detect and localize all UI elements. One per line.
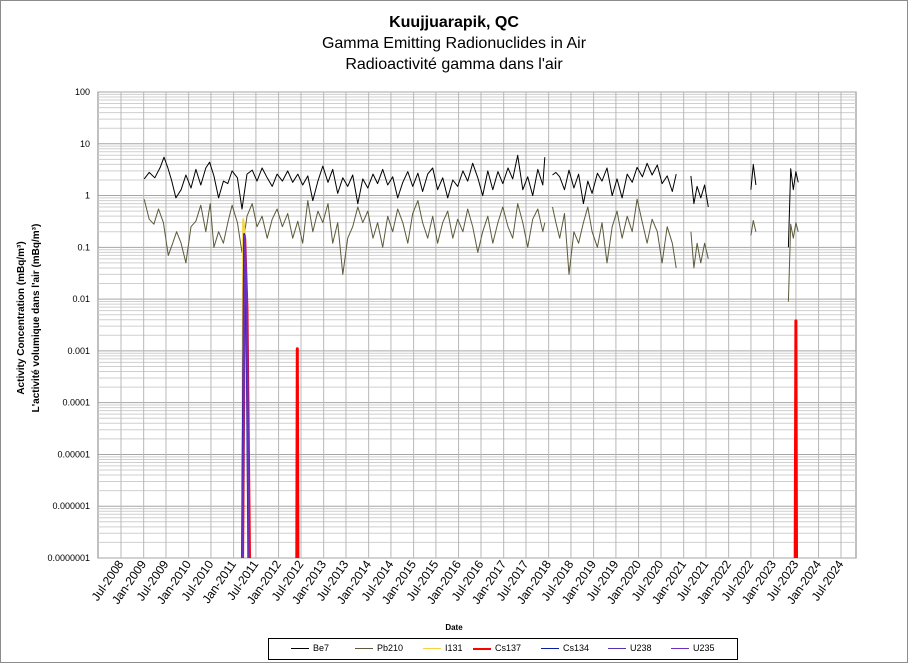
y-tick-labels: 100 10 1 0.1 0.01 0.001 0.0001 0.00001 0.000001 0… [47,87,90,563]
plot-area [97,91,857,559]
x-tick-labels: Jul-2008Jan-2009Jul-2009Jan-2010Jul-2010… [89,557,847,606]
y-axis-label-english: Activity Concentration (mBq/m³) [16,241,27,394]
legend-item-cs137: Cs137 [473,643,521,653]
y-tick-label: 1 [85,191,90,201]
legend-item-u235: U235 [671,643,715,653]
series-line-u235 [241,235,250,559]
y-tick-label: 100 [75,87,90,97]
series-line-be7 [552,162,677,205]
series-line-be7 [787,168,799,248]
series-line-cs137 [295,347,300,559]
legend-label: Be7 [313,643,330,653]
series-line-pb210 [690,231,709,269]
y-tick-label: 0.00001 [57,449,90,459]
legend-label: Cs137 [495,643,522,653]
legend-swatch [541,648,559,650]
series-line-pb210 [750,220,757,236]
chart-title: Kuujjuarapik, QC [389,14,519,31]
series-line-pb210 [552,198,677,275]
legend-item-u238: U238 [608,643,652,653]
x-axis-label: Date [445,623,463,632]
series-lines [143,154,799,559]
legend-item-pb210: Pb210 [355,643,403,653]
legend-label: U238 [630,643,652,653]
y-tick-label: 0.0000001 [47,553,90,563]
series-line-pb210 [787,222,799,302]
legend-label: I131 [445,643,463,653]
legend-swatch [423,648,441,650]
legend-item-cs134: Cs134 [541,643,589,653]
y-tick-label: 0.000001 [52,501,90,511]
legend-swatch [608,648,626,650]
legend-swatch [473,647,491,650]
y-axis-label-french: L'activité volumique dans l'air (mBq/m³) [31,224,42,413]
legend-item-i131: I131 [423,643,463,653]
chart-subtitle-english: Gamma Emitting Radionuclides in Air [321,35,587,52]
legend-swatch [355,648,373,650]
legend-label: Pb210 [377,643,404,653]
series-line-pb210 [143,199,546,275]
y-tick-label: 10 [80,139,90,149]
y-tick-label: 0.0001 [62,398,90,408]
series-line-be7 [143,154,546,210]
legend-label: U235 [693,643,715,653]
legend-swatch [671,648,689,650]
legend-label: Cs134 [563,643,590,653]
series-line-cs137 [793,319,798,559]
chart-subtitle-french: Radioactivité gamma dans l'air [345,56,563,73]
series-line-be7 [690,175,709,208]
legend-swatch [291,648,309,650]
y-tick-label: 0.01 [72,294,90,304]
y-tick-label: 0.001 [67,346,90,356]
chart-legend: Be7 Pb210 I131 Cs137 Cs134 U238 U235 [268,638,738,660]
y-tick-label: 0.1 [77,242,90,252]
series-line-be7 [750,163,757,190]
legend-item-be7: Be7 [291,643,329,653]
